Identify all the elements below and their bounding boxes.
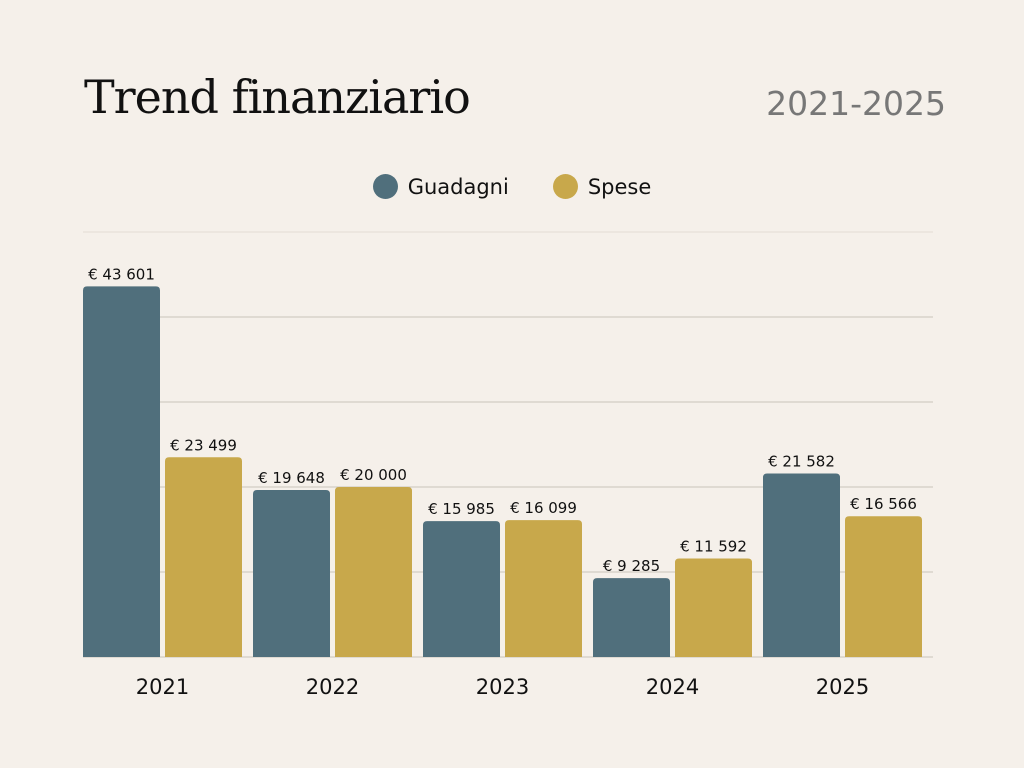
x-tick-label: 2021	[136, 675, 189, 699]
legend-label: Guadagni	[407, 174, 509, 199]
bar-guadagni	[83, 286, 160, 657]
data-label: € 19 648	[258, 469, 325, 487]
data-label: € 20 000	[340, 466, 407, 484]
legend-swatch-guadagni	[372, 174, 398, 199]
data-label: € 11 592	[680, 537, 747, 555]
legend-swatch-spese	[552, 174, 578, 199]
x-tick-label: 2023	[476, 675, 529, 699]
legend: Guadagni Spese	[0, 174, 1024, 199]
bar-guadagni	[763, 473, 840, 657]
data-label: € 21 582	[768, 453, 835, 471]
legend-item-spese: Spese	[552, 174, 652, 199]
data-label: € 23 499	[170, 436, 237, 454]
x-tick-label: 2024	[646, 675, 699, 699]
legend-item-guadagni: Guadagni	[372, 174, 509, 199]
x-tick-label: 2022	[306, 675, 359, 699]
bar-guadagni	[253, 489, 330, 657]
data-label: € 43 601	[88, 265, 155, 283]
bar-spese	[845, 516, 922, 657]
chart-title: Trend finanziario	[84, 70, 471, 124]
bar-guadagni	[593, 578, 670, 657]
data-label: € 16 566	[850, 495, 917, 513]
data-label: € 9 285	[603, 557, 660, 575]
bar-guadagni	[423, 521, 500, 657]
bar-spese	[165, 457, 242, 657]
bar-spese	[335, 487, 412, 657]
data-label: € 16 099	[510, 499, 577, 517]
legend-label: Spese	[587, 174, 652, 199]
chart-subtitle: 2021-2025	[766, 84, 946, 123]
bar-spese	[505, 520, 582, 657]
x-tick-label: 2025	[816, 675, 869, 699]
data-label: € 15 985	[428, 500, 495, 518]
bar-spese	[675, 558, 752, 657]
